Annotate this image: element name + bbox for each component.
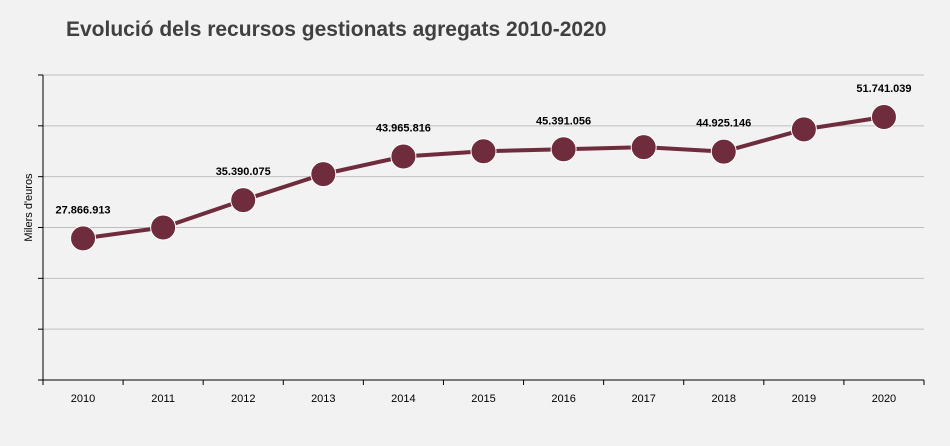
data-point-2012 (230, 187, 257, 214)
x-tick-label: 2011 (151, 393, 175, 405)
data-point-2013 (310, 161, 337, 188)
data-label-2010: 27.866.913 (56, 204, 111, 216)
data-label-2020: 51.741.039 (856, 83, 911, 95)
data-point-2018 (710, 138, 737, 165)
data-point-2010 (70, 225, 97, 252)
x-tick-label: 2019 (792, 393, 816, 405)
x-tick-label: 2010 (71, 393, 95, 405)
data-label-2016: 45.391.056 (536, 115, 591, 127)
data-point-2016 (550, 136, 577, 163)
data-label-2014: 43.965.816 (376, 123, 431, 135)
data-label-2012: 35.390.075 (216, 166, 271, 178)
x-tick-label: 2014 (391, 393, 415, 405)
data-point-2020 (870, 103, 897, 130)
x-tick-label: 2020 (872, 393, 896, 405)
x-tick-label: 2013 (311, 393, 335, 405)
series-line (82, 115, 885, 241)
chart-title: Evolució dels recursos gestionats agrega… (66, 18, 607, 41)
data-point-2019 (790, 116, 817, 143)
y-axis-title: Milers d'euros (23, 173, 35, 242)
x-tick-label: 2016 (551, 393, 575, 405)
data-point-2017 (630, 134, 657, 161)
x-tick-label: 2018 (712, 393, 736, 405)
data-label-2018: 44.925.146 (696, 118, 751, 130)
x-tick-label: 2015 (471, 393, 495, 405)
data-point-2014 (390, 143, 417, 170)
x-tick-label: 2012 (231, 393, 255, 405)
x-tick-label: 2017 (631, 393, 655, 405)
data-point-2015 (470, 138, 497, 165)
data-point-2011 (150, 214, 177, 241)
